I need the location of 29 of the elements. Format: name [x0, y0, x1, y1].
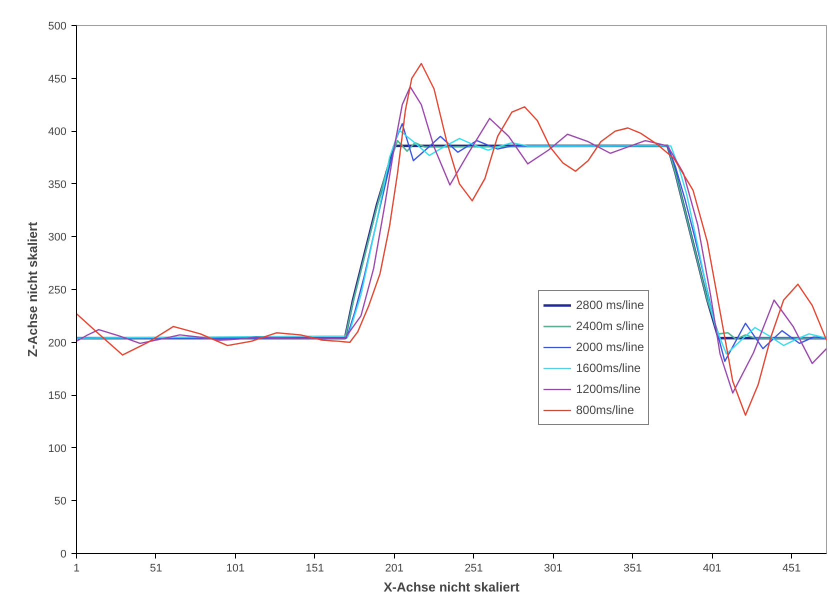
legend-label: 2000 ms/line [576, 340, 644, 354]
x-tick-label: 201 [385, 562, 404, 574]
x-axis-title: X-Achse nicht skaliert [384, 580, 520, 594]
x-tick-label: 101 [226, 562, 245, 574]
x-tick-label: 351 [623, 562, 642, 574]
x-tick-label: 251 [464, 562, 483, 574]
y-tick-label: 450 [48, 73, 67, 86]
x-tick-label: 151 [306, 562, 324, 574]
x-tick-label: 1 [73, 562, 80, 574]
legend-label: 2400m s/line [576, 319, 644, 333]
x-tick-label: 51 [150, 562, 162, 574]
y-tick-label: 0 [60, 548, 67, 560]
y-tick-label: 150 [48, 390, 67, 402]
y-tick-label: 350 [48, 178, 67, 191]
y-tick-label: 250 [48, 284, 67, 296]
y-tick-label: 500 [48, 20, 67, 32]
x-tick-label: 451 [782, 562, 801, 574]
y-tick-label: 300 [48, 232, 67, 244]
y-tick-label: 100 [48, 442, 67, 455]
y-tick-label: 50 [54, 496, 67, 508]
legend-label: 800ms/line [576, 403, 634, 417]
legend-label: 1200ms/line [576, 382, 641, 396]
y-axis-title: Z-Achse nicht skaliert [25, 221, 40, 358]
legend-label: 1600ms/line [576, 361, 641, 375]
x-tick-label: 401 [702, 562, 722, 574]
x-tick-label: 301 [544, 562, 562, 574]
y-tick-label: 200 [48, 337, 67, 350]
y-tick-label: 400 [48, 126, 67, 138]
legend-label: 2800 ms/line [576, 298, 644, 312]
